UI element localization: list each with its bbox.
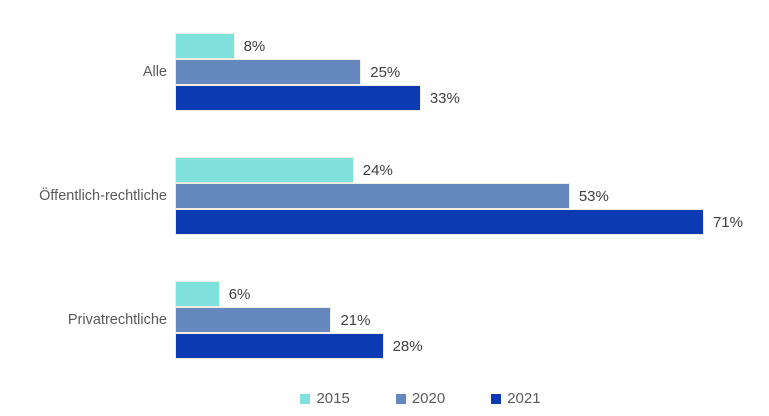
- category-label: Öffentlich-rechtliche: [39, 188, 167, 204]
- bar-2015: [175, 281, 220, 307]
- bar-2020: [175, 59, 362, 85]
- legend-item-2015: 2015: [300, 390, 350, 407]
- legend-label: 2020: [411, 390, 446, 407]
- legend: 2015 2020 2021: [0, 390, 769, 407]
- bar-2021: [175, 333, 384, 359]
- bar-value-label: 8%: [243, 37, 266, 55]
- bar-value-label: 24%: [362, 161, 393, 179]
- bar-row: 71%: [175, 209, 743, 235]
- legend-swatch: [395, 393, 406, 404]
- bar-group: Alle 8% 25% 33%: [0, 33, 743, 111]
- bar-row: 28%: [175, 333, 423, 359]
- bar-group: Öffentlich-rechtliche 24% 53% 71%: [0, 157, 743, 235]
- bar-value-label: 6%: [228, 285, 251, 303]
- bar-value-label: 28%: [392, 337, 423, 355]
- bar-value-label: 25%: [370, 63, 401, 81]
- category-label: Alle: [142, 64, 167, 80]
- bar-row: 53%: [175, 183, 743, 209]
- bar-row: 8%: [175, 33, 460, 59]
- legend-swatch: [491, 393, 502, 404]
- bar-stack: 24% 53% 71%: [175, 157, 743, 235]
- bar-row: 24%: [175, 157, 743, 183]
- legend-swatch: [300, 393, 311, 404]
- bar-2021: [175, 209, 704, 235]
- bar-2020: [175, 183, 570, 209]
- bar-stack: 8% 25% 33%: [175, 33, 460, 111]
- bar-2015: [175, 33, 235, 59]
- category-label: Privatrechtliche: [67, 312, 167, 328]
- bar-row: 25%: [175, 59, 460, 85]
- bar-2021: [175, 85, 421, 111]
- bar-2015: [175, 157, 354, 183]
- bar-row: 33%: [175, 85, 460, 111]
- bar-2020: [175, 307, 332, 333]
- legend-item-2021: 2021: [491, 390, 541, 407]
- bar-value-label: 53%: [578, 187, 609, 205]
- legend-label: 2021: [507, 390, 541, 407]
- bar-value-label: 21%: [340, 311, 371, 329]
- bar-group: Privatrechtliche 6% 21% 28%: [0, 281, 743, 359]
- bar-stack: 6% 21% 28%: [175, 281, 423, 359]
- grouped-bar-chart: Alle 8% 25% 33% Öffentlich-rechtliche 24% 53% 7…: [0, 33, 743, 405]
- legend-item-2020: 2020: [395, 390, 446, 407]
- bar-row: 21%: [175, 307, 423, 333]
- bar-value-label: 33%: [429, 89, 460, 107]
- legend-label: 2015: [316, 390, 350, 407]
- bar-value-label: 71%: [712, 213, 743, 231]
- bar-row: 6%: [175, 281, 423, 307]
